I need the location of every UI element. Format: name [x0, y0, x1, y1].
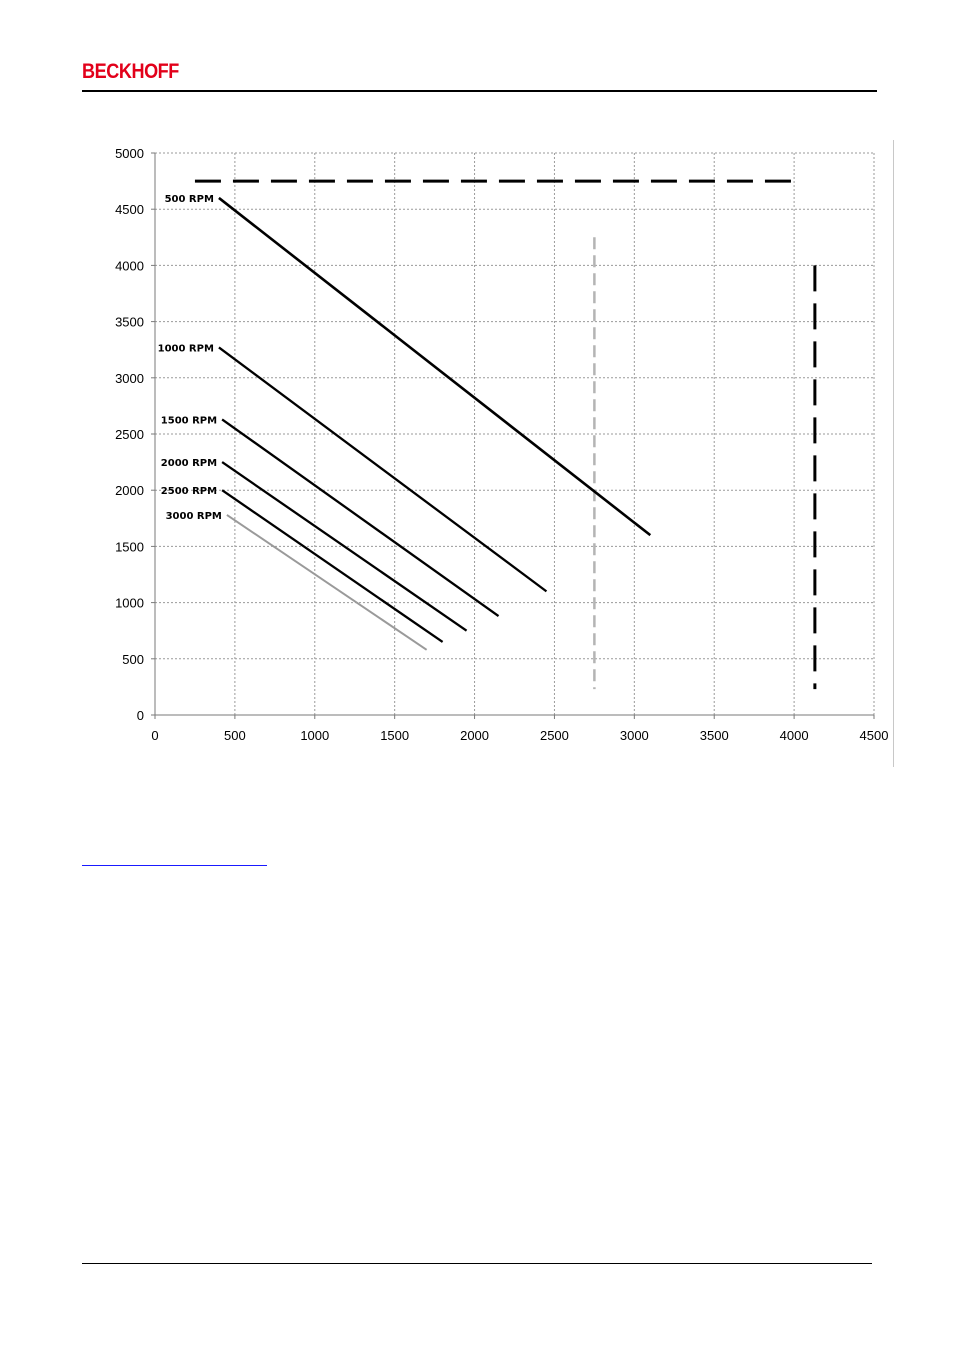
series-label: 1500 RPM: [161, 415, 217, 426]
series-label: 3000 RPM: [166, 511, 222, 522]
series-line: [218, 196, 652, 537]
x-tick-label: 1500: [380, 728, 409, 743]
y-tick-label: 500: [122, 652, 144, 667]
y-tick-label: 3500: [115, 315, 144, 330]
series-label: 1000 RPM: [158, 343, 214, 354]
x-tick-label: 3000: [620, 728, 649, 743]
x-tick-label: 1000: [300, 728, 329, 743]
y-tick-label: 5000: [115, 146, 144, 161]
y-tick-label: 1000: [115, 596, 144, 611]
series-line: [221, 489, 444, 643]
series-line: [221, 418, 500, 618]
series-line: [221, 461, 468, 632]
series-label: 500 RPM: [165, 194, 214, 205]
hyperlink-underline[interactable]: [82, 865, 267, 866]
x-tick-label: 0: [151, 728, 158, 743]
y-tick-label: 1500: [115, 539, 144, 554]
x-tick-label: 2500: [540, 728, 569, 743]
beckhoff-logo: BECKHOFF: [82, 60, 179, 83]
y-tick-label: 0: [137, 708, 144, 723]
footer-divider: [82, 1263, 872, 1264]
series-line: [218, 346, 548, 593]
series-label: 2000 RPM: [161, 458, 217, 469]
torque-speed-chart: 0500100015002000250030003500400045005000…: [115, 146, 889, 743]
header-divider: [82, 90, 877, 92]
x-tick-label: 4500: [860, 728, 889, 743]
y-tick-label: 3000: [115, 371, 144, 386]
series-label: 2500 RPM: [161, 486, 217, 497]
y-tick-label: 2500: [115, 427, 144, 442]
y-tick-label: 4500: [115, 202, 144, 217]
x-tick-label: 2000: [460, 728, 489, 743]
x-tick-label: 500: [224, 728, 246, 743]
x-tick-label: 3500: [700, 728, 729, 743]
chart-frame-edge: [893, 140, 894, 767]
y-tick-label: 4000: [115, 258, 144, 273]
y-tick-label: 2000: [115, 483, 144, 498]
x-tick-label: 4000: [780, 728, 809, 743]
series-line: [226, 514, 428, 651]
